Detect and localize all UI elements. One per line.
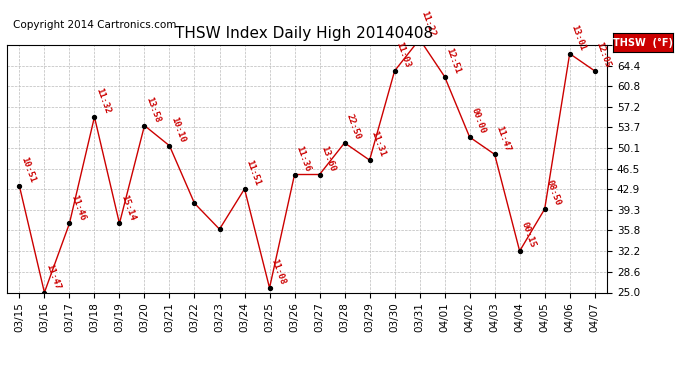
Point <box>539 206 550 212</box>
Text: 15:14: 15:14 <box>119 194 137 222</box>
Point <box>214 226 225 232</box>
Point <box>414 36 425 42</box>
Text: 12:51: 12:51 <box>444 46 462 75</box>
Point <box>439 74 450 80</box>
Text: 11:32: 11:32 <box>95 87 112 115</box>
Text: 13:58: 13:58 <box>144 96 162 124</box>
Text: 08:50: 08:50 <box>544 179 562 207</box>
Point <box>114 220 125 226</box>
Text: 10:10: 10:10 <box>170 116 187 144</box>
Point <box>39 290 50 296</box>
Point <box>489 152 500 157</box>
Text: 11:51: 11:51 <box>244 159 262 187</box>
Text: 11:08: 11:08 <box>270 258 287 286</box>
Point <box>364 157 375 163</box>
Point <box>189 200 200 206</box>
Point <box>314 171 325 177</box>
Text: 11:31: 11:31 <box>370 130 387 158</box>
Text: 11:46: 11:46 <box>70 194 87 222</box>
Text: Copyright 2014 Cartronics.com: Copyright 2014 Cartronics.com <box>13 20 176 30</box>
Point <box>64 220 75 226</box>
Point <box>589 68 600 74</box>
Text: 11:03: 11:03 <box>395 41 412 69</box>
Point <box>164 143 175 149</box>
Point <box>339 140 350 146</box>
Point <box>464 134 475 140</box>
Point <box>139 123 150 129</box>
Text: 22:50: 22:50 <box>344 113 362 141</box>
Point <box>239 186 250 192</box>
Text: 11:22: 11:22 <box>420 9 437 38</box>
Text: 13:60: 13:60 <box>319 144 337 173</box>
Point <box>14 183 25 189</box>
Text: 11:47: 11:47 <box>44 262 62 291</box>
Text: 00:00: 00:00 <box>470 107 487 135</box>
Point <box>289 171 300 177</box>
Text: THSW Index Daily High 20140408: THSW Index Daily High 20140408 <box>175 26 433 41</box>
Text: 11:47: 11:47 <box>495 124 512 153</box>
Text: 11:36: 11:36 <box>295 144 312 173</box>
Text: 13:01: 13:01 <box>570 24 587 52</box>
Text: 12:05: 12:05 <box>595 41 612 69</box>
Point <box>514 248 525 254</box>
Point <box>89 114 100 120</box>
Point <box>264 285 275 291</box>
Text: 10:51: 10:51 <box>19 156 37 184</box>
Text: 00:15: 00:15 <box>520 221 538 249</box>
Point <box>389 68 400 74</box>
Point <box>564 51 575 57</box>
